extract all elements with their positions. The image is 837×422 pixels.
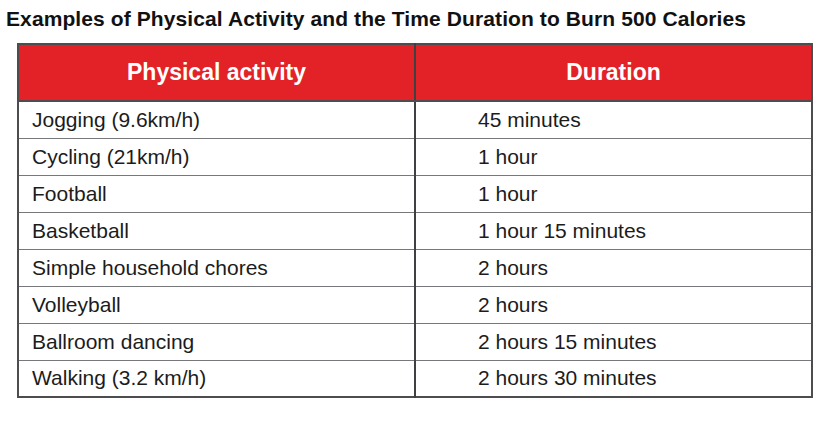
- header-row: Physical activity Duration: [18, 44, 812, 101]
- table-row: Basketball 1 hour 15 minutes: [18, 212, 812, 249]
- table-row: Simple household chores 2 hours: [18, 249, 812, 286]
- activity-cell: Simple household chores: [18, 249, 415, 286]
- page-title: Examples of Physical Activity and the Ti…: [6, 7, 837, 31]
- header-duration: Duration: [415, 44, 812, 101]
- activity-cell: Jogging (9.6km/h): [18, 101, 415, 138]
- table-row: Ballroom dancing 2 hours 15 minutes: [18, 323, 812, 360]
- duration-cell: 2 hours 30 minutes: [415, 360, 812, 397]
- duration-cell: 1 hour: [415, 138, 812, 175]
- table-row: Football 1 hour: [18, 175, 812, 212]
- activity-cell: Volleyball: [18, 286, 415, 323]
- activity-cell: Walking (3.2 km/h): [18, 360, 415, 397]
- duration-cell: 1 hour: [415, 175, 812, 212]
- table-row: Walking (3.2 km/h) 2 hours 30 minutes: [18, 360, 812, 397]
- table-row: Jogging (9.6km/h) 45 minutes: [18, 101, 812, 138]
- activity-cell: Football: [18, 175, 415, 212]
- activity-cell: Ballroom dancing: [18, 323, 415, 360]
- activity-duration-table: Physical activity Duration Jogging (9.6k…: [17, 43, 813, 398]
- duration-cell: 2 hours: [415, 286, 812, 323]
- duration-cell: 2 hours 15 minutes: [415, 323, 812, 360]
- duration-cell: 2 hours: [415, 249, 812, 286]
- table-row: Cycling (21km/h) 1 hour: [18, 138, 812, 175]
- duration-cell: 1 hour 15 minutes: [415, 212, 812, 249]
- table-row: Volleyball 2 hours: [18, 286, 812, 323]
- duration-cell: 45 minutes: [415, 101, 812, 138]
- activity-cell: Cycling (21km/h): [18, 138, 415, 175]
- activity-cell: Basketball: [18, 212, 415, 249]
- header-physical-activity: Physical activity: [18, 44, 415, 101]
